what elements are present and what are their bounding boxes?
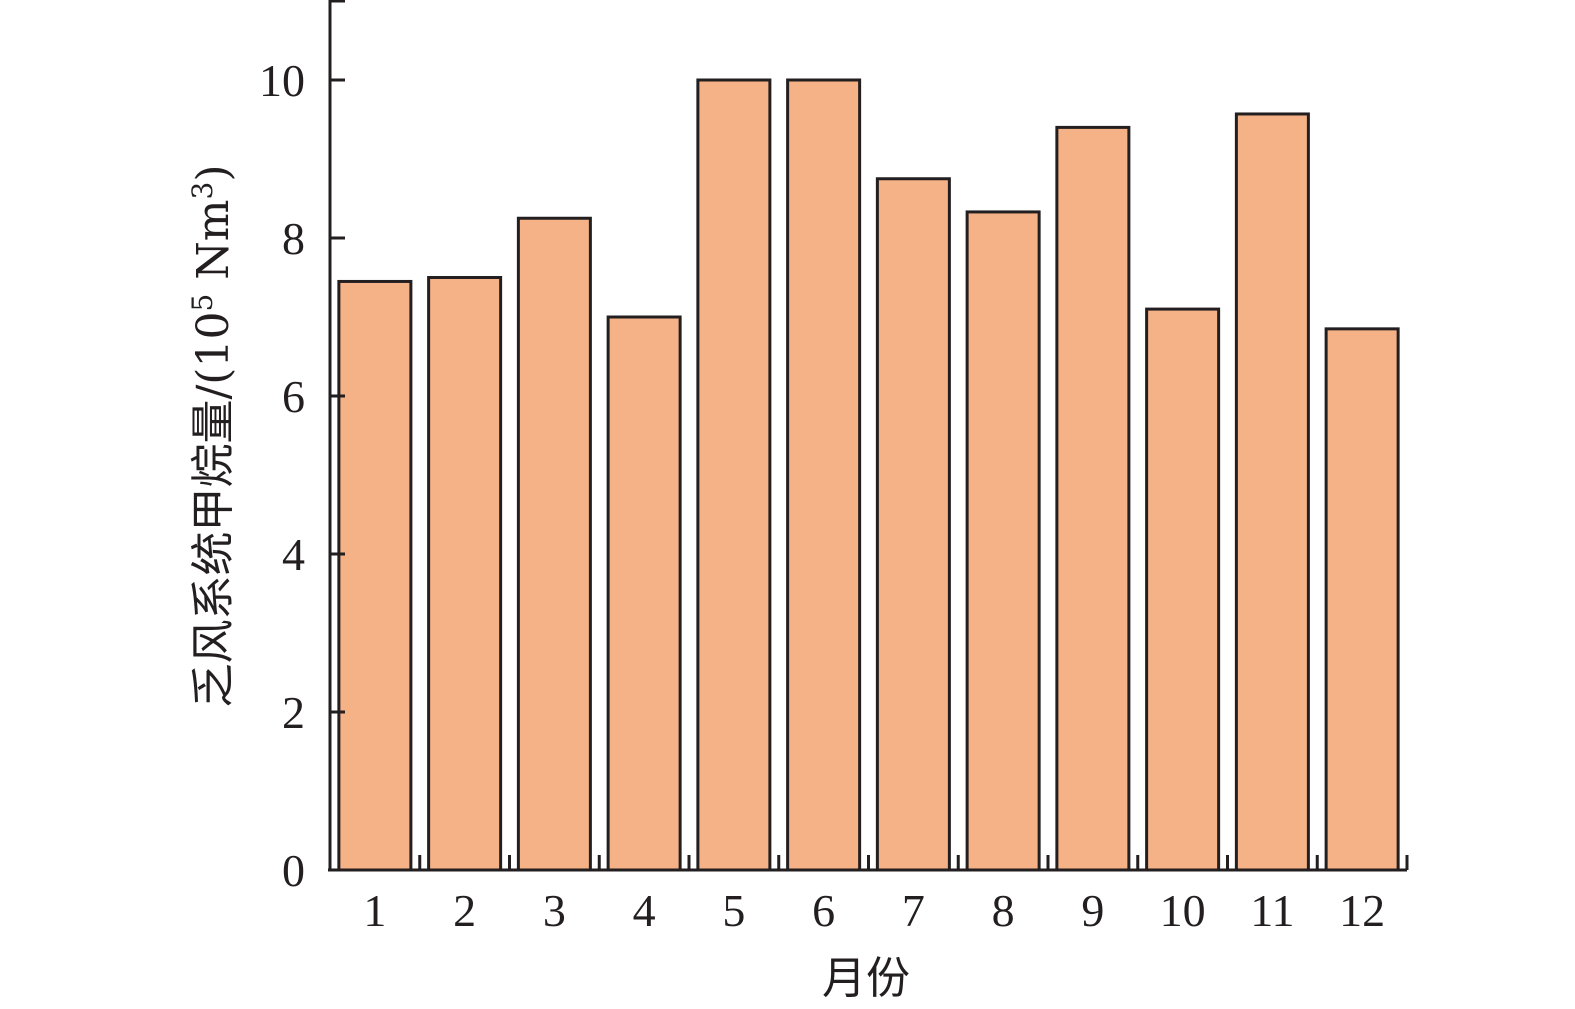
bar-month-9 (1055, 125, 1131, 872)
bar-month-10 (1145, 307, 1221, 872)
y-axis-title-unit: Nm (188, 199, 239, 293)
y-axis-title-main: 乏风系统甲烷量/(10 (188, 312, 239, 708)
x-axis-title: 月份 (822, 953, 910, 1004)
x-tick-label: 10 (1160, 885, 1206, 936)
x-tick-label: 1 (363, 885, 386, 936)
y-axis-title-close: ) (188, 164, 239, 181)
y-tick-label: 6 (282, 371, 305, 422)
y-tick-label: 2 (282, 687, 305, 738)
x-tick-label: 6 (812, 885, 835, 936)
bars-group (337, 78, 1400, 872)
x-tick-label: 12 (1339, 885, 1385, 936)
y-axis-title-sup-5: 5 (186, 294, 219, 312)
y-tick-label: 4 (282, 529, 305, 580)
x-tick-label: 7 (902, 885, 925, 936)
y-axis-title: 乏风系统甲烷量/(105 Nm3) (186, 164, 239, 707)
bar-month-3 (516, 216, 592, 872)
x-tick-label: 2 (453, 885, 476, 936)
x-tick-label: 11 (1250, 885, 1294, 936)
y-tick-label: 10 (259, 55, 305, 106)
x-tick-label: 3 (543, 885, 566, 936)
y-ticks-group: 0 2 4 6 8 10 (259, 0, 345, 896)
bar-month-12 (1324, 327, 1400, 872)
x-tick-label: 5 (722, 885, 745, 936)
x-tick-label: 9 (1081, 885, 1104, 936)
bar-month-7 (875, 177, 951, 872)
bar-month-5 (696, 78, 772, 872)
bar-month-4 (606, 315, 682, 872)
bar-month-6 (786, 78, 862, 872)
bar-month-1 (337, 279, 413, 872)
y-tick-label: 0 (282, 845, 305, 896)
bar-month-8 (965, 210, 1041, 872)
bar-month-11 (1234, 112, 1310, 872)
x-tick-label: 8 (992, 885, 1015, 936)
bar-month-2 (427, 276, 503, 872)
x-ticks-group: 1 2 3 4 5 6 7 8 9 10 11 12 (328, 855, 1409, 936)
y-tick-label: 8 (282, 213, 305, 264)
y-axis-title-sup-3: 3 (186, 182, 219, 200)
x-tick-label: 4 (633, 885, 656, 936)
